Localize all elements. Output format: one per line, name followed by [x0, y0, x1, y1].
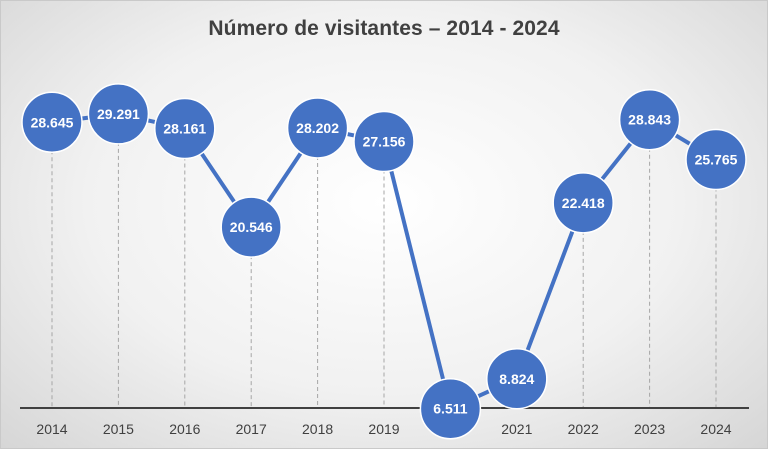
drop-lines — [51, 113, 717, 409]
x-tick-label-2024: 2024 — [700, 421, 731, 437]
x-tick-label-2015: 2015 — [103, 421, 134, 437]
data-point-2016: 28.161 — [154, 97, 216, 160]
data-label-2023: 28.843 — [628, 112, 671, 128]
x-axis-ticks: 2014201520162017201820192020202120222023… — [36, 421, 731, 437]
data-point-2019: 27.156 — [353, 110, 415, 173]
data-label-2018: 28.202 — [296, 120, 339, 136]
x-tick-label-2017: 2017 — [236, 421, 267, 437]
x-tick-label-2023: 2023 — [634, 421, 665, 437]
marker-2020 — [419, 377, 482, 440]
x-tick-label-2021: 2021 — [501, 421, 532, 437]
marker-2015 — [87, 83, 150, 145]
data-label-2017: 20.546 — [230, 219, 273, 235]
data-point-2015: 29.291 — [87, 83, 150, 145]
data-point-2022: 22.418 — [552, 172, 614, 234]
marker-2014 — [21, 91, 83, 154]
x-tick-label-2014: 2014 — [36, 421, 67, 437]
marker-2019 — [353, 110, 415, 173]
data-point-2024: 25.765 — [685, 128, 747, 191]
data-label-2019: 27.156 — [363, 134, 406, 150]
marker-2017 — [220, 196, 282, 258]
x-tick-label-2022: 2022 — [568, 421, 599, 437]
marker-2016 — [154, 97, 216, 160]
data-point-2023: 28.843 — [618, 88, 681, 151]
data-label-2016: 28.161 — [163, 121, 206, 137]
data-point-2020: 6.511 — [419, 377, 482, 440]
data-point-2014: 28.645 — [21, 91, 83, 154]
data-point-2017: 20.546 — [220, 196, 282, 258]
data-point-2021: 8.824 — [486, 348, 548, 410]
data-label-2024: 25.765 — [695, 152, 738, 168]
marker-2022 — [552, 172, 614, 234]
data-markers: 28.645 29.291 28.161 20.546 28.202 27.156 6.51… — [21, 83, 747, 440]
data-label-2020: 6.511 — [433, 401, 467, 417]
x-tick-label-2019: 2019 — [368, 421, 399, 437]
data-label-2021: 8.824 — [499, 371, 534, 387]
marker-2018 — [286, 97, 349, 159]
data-label-2015: 29.291 — [97, 106, 140, 122]
marker-2023 — [618, 88, 681, 151]
marker-2024 — [685, 128, 747, 191]
data-label-2014: 28.645 — [31, 114, 74, 130]
data-label-2022: 22.418 — [562, 195, 605, 211]
x-tick-label-2018: 2018 — [302, 421, 333, 437]
chart-title: Número de visitantes – 2014 - 2024 — [208, 17, 560, 40]
x-tick-label-2016: 2016 — [169, 421, 200, 437]
marker-2021 — [486, 348, 548, 410]
data-point-2018: 28.202 — [286, 97, 349, 159]
